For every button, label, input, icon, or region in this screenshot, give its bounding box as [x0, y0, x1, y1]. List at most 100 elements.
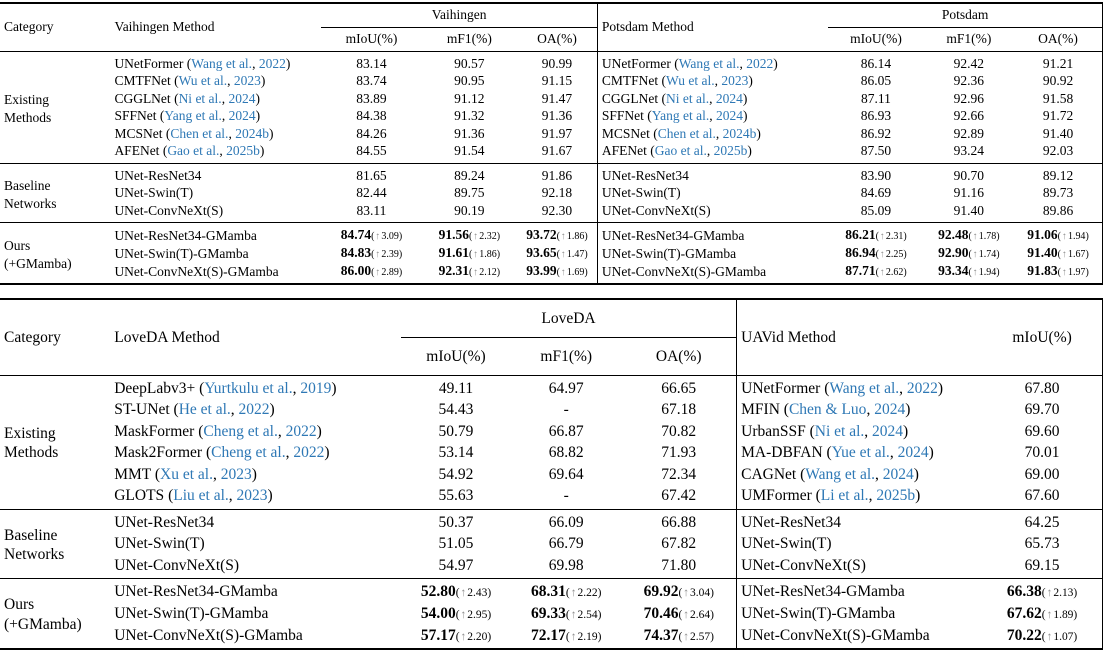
delta-close-paren: ) [1085, 231, 1089, 243]
delta-annotation: (↑2.12) [469, 267, 500, 278]
citation-authors-link[interactable]: Gao et al. [654, 143, 707, 159]
delta-open-paren: ( [371, 267, 375, 279]
citation-authors-link[interactable]: Wu et al. [178, 73, 228, 89]
method-name: UNet-ResNet34 [601, 167, 689, 183]
citation-authors-link[interactable]: Wang et al. [805, 465, 876, 483]
citation-authors-link[interactable]: Xu et al. [160, 465, 213, 483]
method-cell: CGGLNet (Ni et al., 2024) [596, 89, 829, 108]
citation-authors-link[interactable]: Cheng et al. [211, 444, 286, 462]
citation-authors-link[interactable]: Yang et al. [651, 108, 710, 124]
citation-year-link[interactable]: 2024 [872, 422, 904, 440]
delta-open-paren: ( [678, 630, 683, 643]
citation-year-link[interactable]: 2023 [233, 73, 261, 89]
table-row: SFFNet (Yang et al., 2024) 84.38 91.32 91.3… [0, 107, 1103, 125]
category-cell: Existing Methods [4, 92, 52, 125]
citation-close-paren: ) [913, 465, 919, 483]
citation-year-link[interactable]: 2022 [746, 55, 774, 71]
citation-year-link[interactable]: 2024 [716, 108, 744, 124]
citation-year-link[interactable]: 2024b [235, 125, 269, 141]
method-cell: MFIN (Chen & Luo, 2024) [736, 399, 983, 421]
citation-year-link[interactable]: 2019 [300, 379, 332, 397]
citation-authors-link[interactable]: Ni et al. [814, 422, 865, 440]
metric-value-bold: 91.83 [1027, 263, 1058, 279]
citation-open-paren: ( [162, 125, 171, 141]
citation-authors-link[interactable]: Yue et al. [831, 444, 890, 462]
delta-close-paren: ) [496, 231, 501, 243]
delta-open-paren: ( [565, 587, 570, 600]
citation-separator: , [706, 143, 714, 159]
metric-value: 70.01 [1024, 444, 1060, 462]
citation-authors-link[interactable]: Wang et al. [829, 379, 900, 397]
citation-authors-link[interactable]: Chen & Luo [788, 401, 867, 419]
citation-authors-link[interactable]: Liu et al. [173, 487, 229, 505]
citation-year-link[interactable]: 2024 [228, 90, 256, 106]
method-name: AFENet [601, 143, 647, 159]
citation-year-link[interactable]: 2024 [874, 401, 906, 419]
citation-year-link[interactable]: 2022 [238, 401, 270, 419]
table-row: GLOTS (Liu et al., 2023) 55.63-67.42 UMFor… [0, 485, 1103, 510]
metric-value-bold: 84.83 [340, 245, 372, 261]
citation-authors-link[interactable]: Ni et al. [178, 90, 222, 106]
citation-authors-link[interactable]: Yurtkulu et al. [204, 379, 293, 397]
metric-value-bold: 68.31 [531, 583, 566, 601]
method-name: UNetFormer [114, 55, 184, 71]
citation-year-link[interactable]: 2023 [236, 487, 268, 505]
citation-authors-link[interactable]: Yang et al. [164, 108, 222, 124]
delta-value: 2.54 [577, 608, 598, 621]
citation-authors-link[interactable]: Wu et al. [666, 73, 715, 89]
citation-year-link[interactable]: 2024 [228, 108, 256, 124]
citation-authors-link[interactable]: He et al. [178, 401, 231, 419]
delta-annotation: (↑3.09) [371, 231, 402, 242]
category-cell: Existing Methods [4, 424, 59, 462]
category-cell: Baseline Networks [4, 178, 57, 211]
citation-year-link[interactable]: 2024 [897, 444, 929, 462]
up-arrow-icon: ↑ [570, 630, 577, 643]
delta-annotation: (↑2.25) [876, 249, 907, 260]
method-cell: CAGNet (Wang et al., 2024) [736, 463, 983, 486]
citation-separator: , [889, 444, 898, 462]
citation-year-link[interactable]: 2022 [293, 444, 325, 462]
citation-close-paren: ) [267, 487, 273, 505]
metric-value-bold: 74.37 [643, 626, 679, 644]
metric-value-bold: 92.31 [438, 263, 469, 279]
delta-close-paren: ) [584, 267, 588, 279]
metric-value: 90.99 [541, 55, 573, 71]
delta-annotation: (↑2.95) [456, 609, 491, 621]
citation-year-link[interactable]: 2024 [715, 90, 743, 106]
citation-authors-link[interactable]: Ni et al. [666, 90, 710, 106]
citation-year-link[interactable]: 2022 [258, 55, 286, 71]
citation-year-link[interactable]: 2022 [285, 422, 317, 440]
citation-authors-link[interactable]: Wang et al. [191, 55, 253, 71]
metric-cell: 69.33(↑2.54) [511, 603, 621, 625]
table-row: Existing Methods DeepLabv3+ (Yurtkulu et … [0, 375, 1103, 461]
citation-year-link[interactable]: 2025b [876, 487, 916, 505]
citation-year-link[interactable]: 2024b [722, 125, 757, 141]
delta-open-paren: ( [678, 608, 683, 621]
citation-authors-link[interactable]: Cheng et al. [203, 422, 278, 440]
citation-separator: , [228, 487, 237, 505]
citation-authors-link[interactable]: Gao et al. [167, 143, 220, 159]
metric-value-bold: 86.94 [845, 245, 876, 261]
metric-cell: 86.21(↑2.31) [828, 223, 923, 244]
results-table-loveda-uavid: Category LoveDA Method LoveDA UAVid Method m… [0, 298, 1103, 650]
metric-value: 70.82 [661, 422, 697, 440]
citation-authors-link[interactable]: Li et al. [820, 487, 869, 505]
citation-year-link[interactable]: 2025b [713, 143, 748, 159]
citation-authors-link[interactable]: Wang et al. [678, 55, 740, 71]
metric-cell: 69.92(↑3.04) [621, 579, 736, 603]
citation-year-link[interactable]: 2025b [226, 143, 260, 159]
delta-annotation: (↑2.64) [678, 609, 713, 621]
citation-open-paren: ( [779, 401, 789, 419]
table-row: UNet-Swin(T)-GMamba 54.00(↑2.95) 69.33(↑2.… [0, 602, 1103, 625]
citation-authors-link[interactable]: Chen et al. [170, 125, 229, 141]
citation-authors-link[interactable]: Chen et al. [657, 125, 716, 141]
citation-year-link[interactable]: 2023 [220, 465, 252, 483]
metric-value-bold: 86.00 [340, 263, 372, 279]
citation-open-paren: ( [643, 108, 652, 124]
metric-value: 81.65 [356, 167, 387, 183]
citation-year-link[interactable]: 2022 [906, 379, 938, 397]
metric-value: 54.43 [438, 401, 474, 419]
citation-year-link[interactable]: 2023 [721, 73, 749, 89]
delta-close-paren: ) [487, 587, 492, 600]
citation-year-link[interactable]: 2024 [882, 465, 914, 483]
